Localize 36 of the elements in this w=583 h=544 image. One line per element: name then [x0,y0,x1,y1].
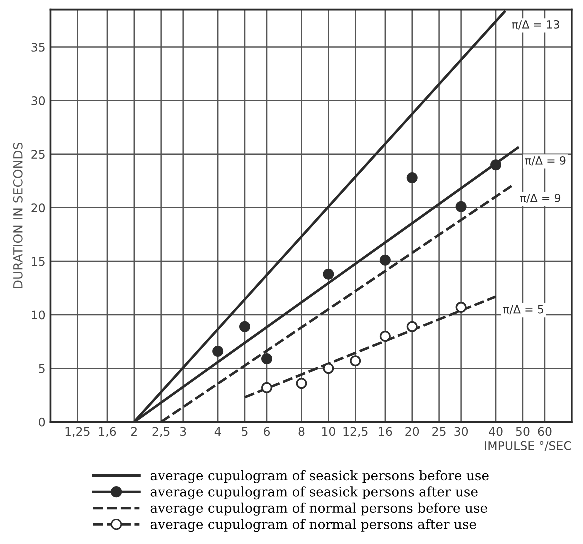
x-tick-label: 2,5 [152,427,170,438]
y-tick-label: 20 [32,204,46,213]
y-axis-title: DURATION IN SECONDS [13,142,23,288]
x-tick-label: 6 [264,427,270,436]
x-tick-label: 40 [489,427,503,436]
y-tick-label: 10 [32,310,46,320]
annotation: π/Δ = 9 [525,156,566,166]
y-tick-label: 30 [32,96,46,106]
x-tick-label: 16 [379,427,392,436]
annotation: π/Δ = 5 [503,306,544,315]
y-tick-label: 15 [32,257,45,266]
x-tick-label: 4 [214,427,222,436]
y-tick-label: 35 [32,43,45,52]
y-tick-label: 5 [39,364,45,374]
y-tick-label: 0 [39,418,46,427]
x-tick-label: 30 [454,427,468,436]
annotation: π/Δ = 9 [520,194,561,204]
legend-label: average cupulogram of seasick persons after use [150,486,478,500]
x-tick-label: 3 [180,427,186,436]
legend-label: average cupulogram of normal persons before use [150,502,488,516]
y-tick-label: 25 [32,150,45,160]
x-tick-label: 1,6 [99,427,116,438]
x-tick-label: 20 [406,427,420,436]
x-tick-label: 60 [538,427,552,436]
x-tick-label: 8 [298,427,305,436]
x-tick-label: 50 [516,427,530,436]
x-tick-label: 25 [432,427,446,436]
x-tick-label: 2 [132,427,137,436]
annotation: π/Δ = 13 [512,20,560,30]
x-tick-label: 5 [242,427,248,436]
x-axis-title: IMPULSE °/SEC [485,441,572,452]
x-tick-label: 10 [322,427,336,436]
legend-label: average cupulogram of normal persons after use [150,519,476,532]
legend-label: average cupulogram of seasick persons before use [150,470,489,484]
x-tick-label: 12,5 [344,427,368,438]
x-tick-label: 1,25 [66,427,90,438]
